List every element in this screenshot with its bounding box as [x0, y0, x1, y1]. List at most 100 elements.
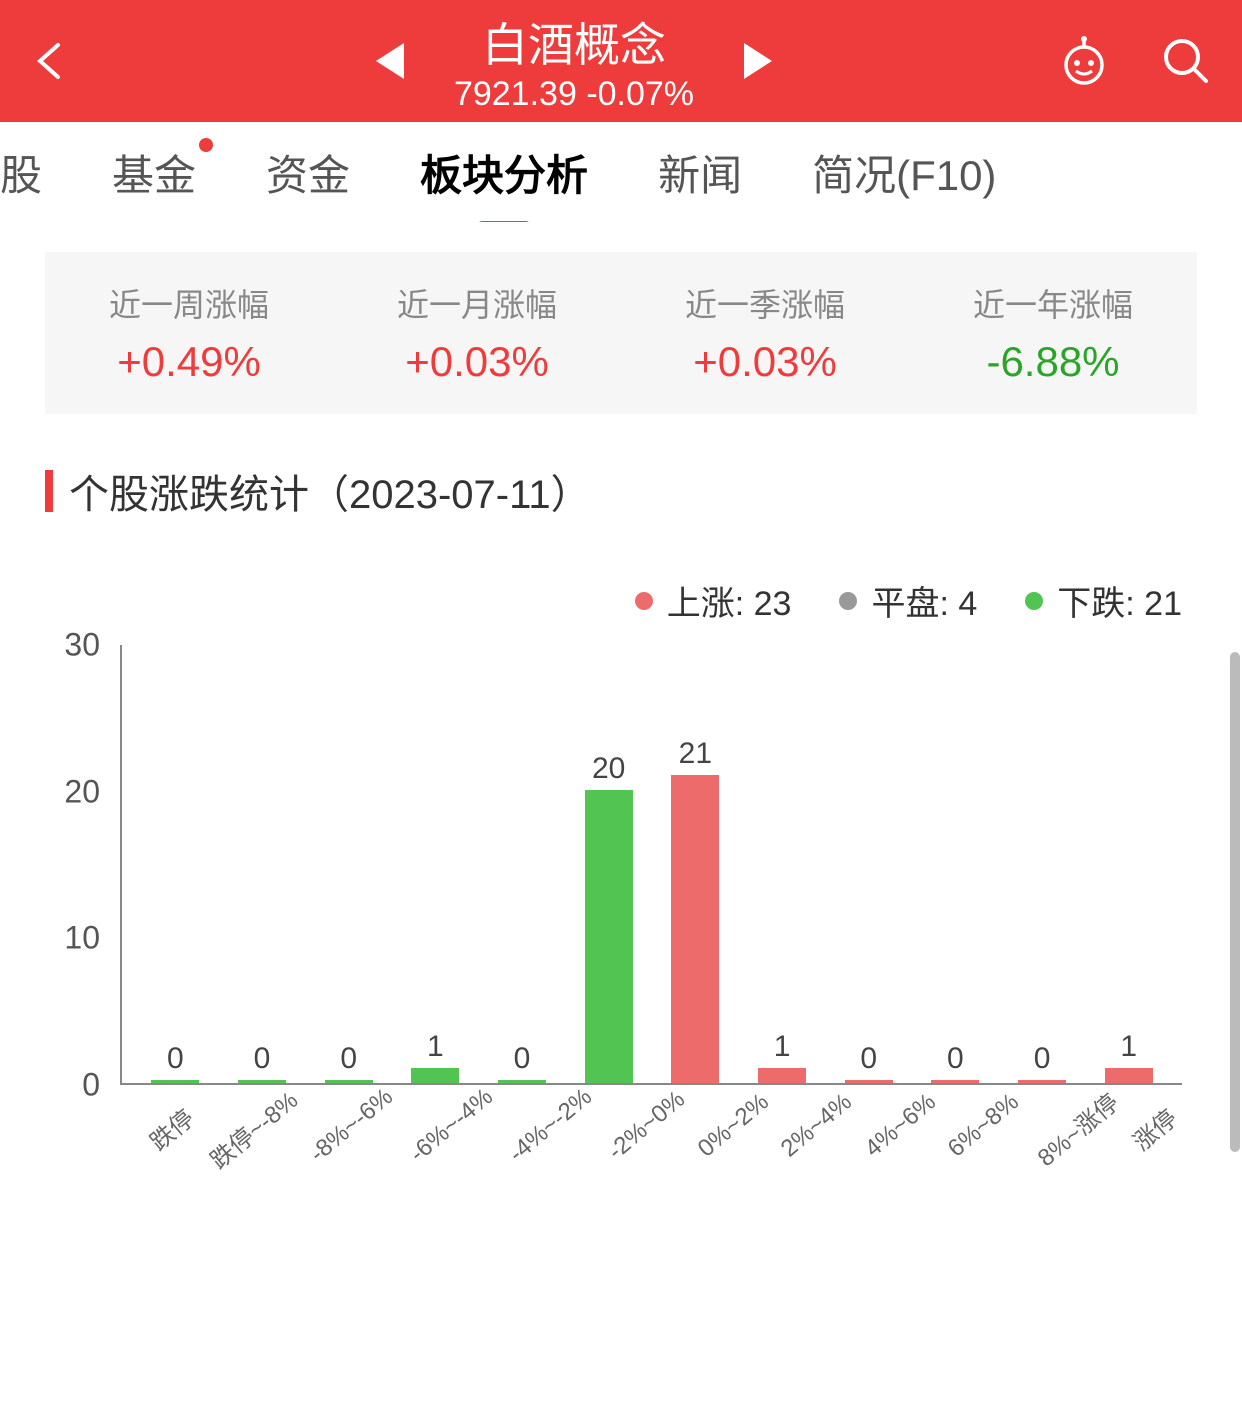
- period-stat: 近一月涨幅 +0.03%: [333, 280, 621, 386]
- sector-price-change: 7921.39 -0.07%: [454, 75, 694, 114]
- bar-slot: 0: [219, 1080, 306, 1083]
- sector-name: 白酒概念: [454, 9, 694, 75]
- period-label: 近一季涨幅: [621, 280, 909, 326]
- period-stat: 近一季涨幅 +0.03%: [621, 280, 909, 386]
- bar[interactable]: [498, 1080, 546, 1083]
- price-value: 7921.39: [454, 75, 577, 113]
- tab-板块分析[interactable]: 板块分析: [385, 142, 623, 203]
- legend-text: 上涨: 23: [667, 576, 792, 625]
- bar[interactable]: [931, 1080, 979, 1083]
- bar[interactable]: [845, 1080, 893, 1083]
- x-tick-label: -6%~-4%: [404, 1083, 503, 1174]
- legend-text: 平盘: 4: [871, 576, 977, 625]
- period-stat: 近一年涨幅 -6.88%: [909, 280, 1197, 386]
- header-bar: 白酒概念 7921.39 -0.07%: [0, 0, 1242, 122]
- bar[interactable]: [671, 775, 719, 1083]
- bar-slot: 20: [565, 790, 652, 1083]
- robot-icon[interactable]: [1058, 35, 1110, 87]
- tab-股[interactable]: 股: [0, 142, 77, 203]
- scrollbar[interactable]: [1228, 122, 1242, 1407]
- notification-dot: [199, 138, 213, 152]
- y-tick-label: 0: [82, 1067, 100, 1104]
- section-title: 个股涨跌统计（2023-07-11）: [45, 462, 1242, 520]
- y-tick-label: 10: [64, 920, 100, 957]
- x-tick-label: 跌停: [137, 1096, 205, 1161]
- x-tick-label: 8%~涨停: [1028, 1084, 1125, 1173]
- bar-value-label: 1: [427, 1030, 444, 1068]
- x-tick-label: -2%~0%: [602, 1086, 695, 1172]
- bar-slot: 1: [392, 1068, 479, 1083]
- period-value: -6.88%: [909, 338, 1197, 386]
- x-tick-label: 跌停~-8%: [201, 1081, 304, 1175]
- title-block[interactable]: 白酒概念 7921.39 -0.07%: [454, 9, 694, 114]
- legend-item-down: 下跌: 21: [1025, 576, 1182, 625]
- tab-新闻[interactable]: 新闻: [623, 142, 777, 203]
- header-center: 白酒概念 7921.39 -0.07%: [90, 9, 1058, 114]
- bar-value-label: 1: [1120, 1030, 1137, 1068]
- section-title-text: 个股涨跌统计（2023-07-11）: [69, 462, 591, 520]
- chevron-left-icon: [30, 41, 70, 81]
- bar-slot: 21: [652, 775, 739, 1083]
- legend-text: 下跌: 21: [1057, 576, 1182, 625]
- scrollbar-thumb[interactable]: [1230, 652, 1240, 1152]
- period-label: 近一月涨幅: [333, 280, 621, 326]
- chart-legend: 上涨: 23 平盘: 4 下跌: 21: [0, 576, 1182, 625]
- bar-value-label: 0: [1034, 1042, 1051, 1080]
- legend-dot-icon: [635, 592, 653, 610]
- bar-slot: 0: [999, 1080, 1086, 1083]
- bar-value-label: 0: [514, 1042, 531, 1080]
- bar-slot: 0: [479, 1080, 566, 1083]
- x-tick-label: 2%~4%: [776, 1088, 862, 1168]
- bar-slot: 1: [739, 1068, 826, 1083]
- back-button[interactable]: [30, 41, 70, 81]
- tab-资金[interactable]: 资金: [231, 142, 385, 203]
- bar[interactable]: [151, 1080, 199, 1083]
- prev-sector-button[interactable]: [376, 43, 404, 79]
- tab-bar: 股基金资金板块分析新闻简况(F10): [0, 122, 1242, 222]
- y-axis: 0102030: [40, 645, 110, 1085]
- legend-item-up: 上涨: 23: [635, 576, 792, 625]
- x-tick-label: -4%~-2%: [504, 1083, 603, 1174]
- next-sector-button[interactable]: [744, 43, 772, 79]
- x-tick-label: 4%~6%: [860, 1088, 946, 1168]
- tab-基金[interactable]: 基金: [77, 142, 231, 203]
- period-value: +0.49%: [45, 338, 333, 386]
- search-icon[interactable]: [1160, 35, 1212, 87]
- x-tick-label: 0%~2%: [693, 1088, 779, 1168]
- legend-item-flat: 平盘: 4: [839, 576, 977, 625]
- y-tick-label: 20: [64, 773, 100, 810]
- bar-value-label: 0: [860, 1042, 877, 1080]
- x-axis-labels: 跌停跌停~-8%-8%~-6%-6%~-4%-4%~-2%-2%~0%0%~2%…: [120, 1095, 1182, 1150]
- bar-slot: 0: [825, 1080, 912, 1083]
- chart-plot-area: 00010202110001: [120, 645, 1182, 1085]
- change-value: -0.07%: [586, 75, 694, 113]
- x-tick-label: 6%~8%: [943, 1088, 1029, 1168]
- tab-简况(F10)[interactable]: 简况(F10): [777, 142, 1031, 203]
- legend-dot-icon: [839, 592, 857, 610]
- bar-slot: 1: [1085, 1068, 1172, 1083]
- period-label: 近一周涨幅: [45, 280, 333, 326]
- bar-value-label: 0: [254, 1042, 271, 1080]
- period-value: +0.03%: [333, 338, 621, 386]
- bar[interactable]: [411, 1068, 459, 1083]
- bar[interactable]: [585, 790, 633, 1083]
- y-tick-label: 30: [64, 627, 100, 664]
- bar-slot: 0: [132, 1080, 219, 1083]
- bars-container: 00010202110001: [122, 645, 1182, 1083]
- x-tick-label: -8%~-6%: [305, 1083, 404, 1174]
- bar-value-label: 0: [947, 1042, 964, 1080]
- period-label: 近一年涨幅: [909, 280, 1197, 326]
- bar[interactable]: [1018, 1080, 1066, 1083]
- x-tick-label: 涨停: [1120, 1096, 1188, 1161]
- period-value: +0.03%: [621, 338, 909, 386]
- bar[interactable]: [758, 1068, 806, 1083]
- distribution-chart: 0102030 00010202110001 跌停跌停~-8%-8%~-6%-6…: [40, 645, 1202, 1265]
- bar-value-label: 0: [340, 1042, 357, 1080]
- bar[interactable]: [1105, 1068, 1153, 1083]
- bar-slot: 0: [305, 1080, 392, 1083]
- bar[interactable]: [325, 1080, 373, 1083]
- header-actions: [1058, 35, 1212, 87]
- legend-dot-icon: [1025, 592, 1043, 610]
- bar-value-label: 21: [679, 737, 712, 775]
- period-stat: 近一周涨幅 +0.49%: [45, 280, 333, 386]
